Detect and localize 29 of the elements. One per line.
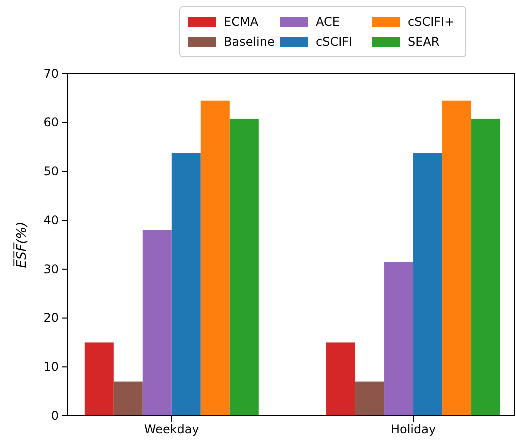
bar <box>472 118 501 416</box>
bar <box>84 342 114 416</box>
y-tick-label: 10 <box>44 360 59 374</box>
bar <box>172 153 201 416</box>
x-tick-label: Holiday <box>390 422 436 437</box>
y-tick-label: 50 <box>44 164 59 179</box>
legend-label: SEAR <box>408 35 440 49</box>
bar <box>384 262 414 416</box>
bar <box>230 118 259 416</box>
bar <box>326 342 356 416</box>
bar <box>142 230 172 416</box>
y-tick-label: 0 <box>51 408 59 423</box>
bar <box>442 100 472 416</box>
legend-label: cSCIFI <box>316 35 353 49</box>
legend-label: ACE <box>316 15 340 29</box>
y-tick-label: 60 <box>44 116 59 130</box>
x-tick-label: Weekday <box>144 422 200 437</box>
bar <box>356 382 385 416</box>
y-tick-label: 70 <box>44 66 59 81</box>
bar <box>114 382 143 416</box>
legend-label: Baseline <box>224 35 275 49</box>
y-tick-label: 30 <box>44 262 59 276</box>
y-axis-title: E̅S̅F̅(%) <box>14 222 30 268</box>
legend-label: cSCIFI+ <box>408 15 455 29</box>
y-tick-label: 20 <box>44 311 59 326</box>
y-tick-label: 40 <box>44 213 59 228</box>
bar <box>414 153 443 416</box>
legend-label: ECMA <box>224 15 260 29</box>
bar <box>200 100 230 416</box>
